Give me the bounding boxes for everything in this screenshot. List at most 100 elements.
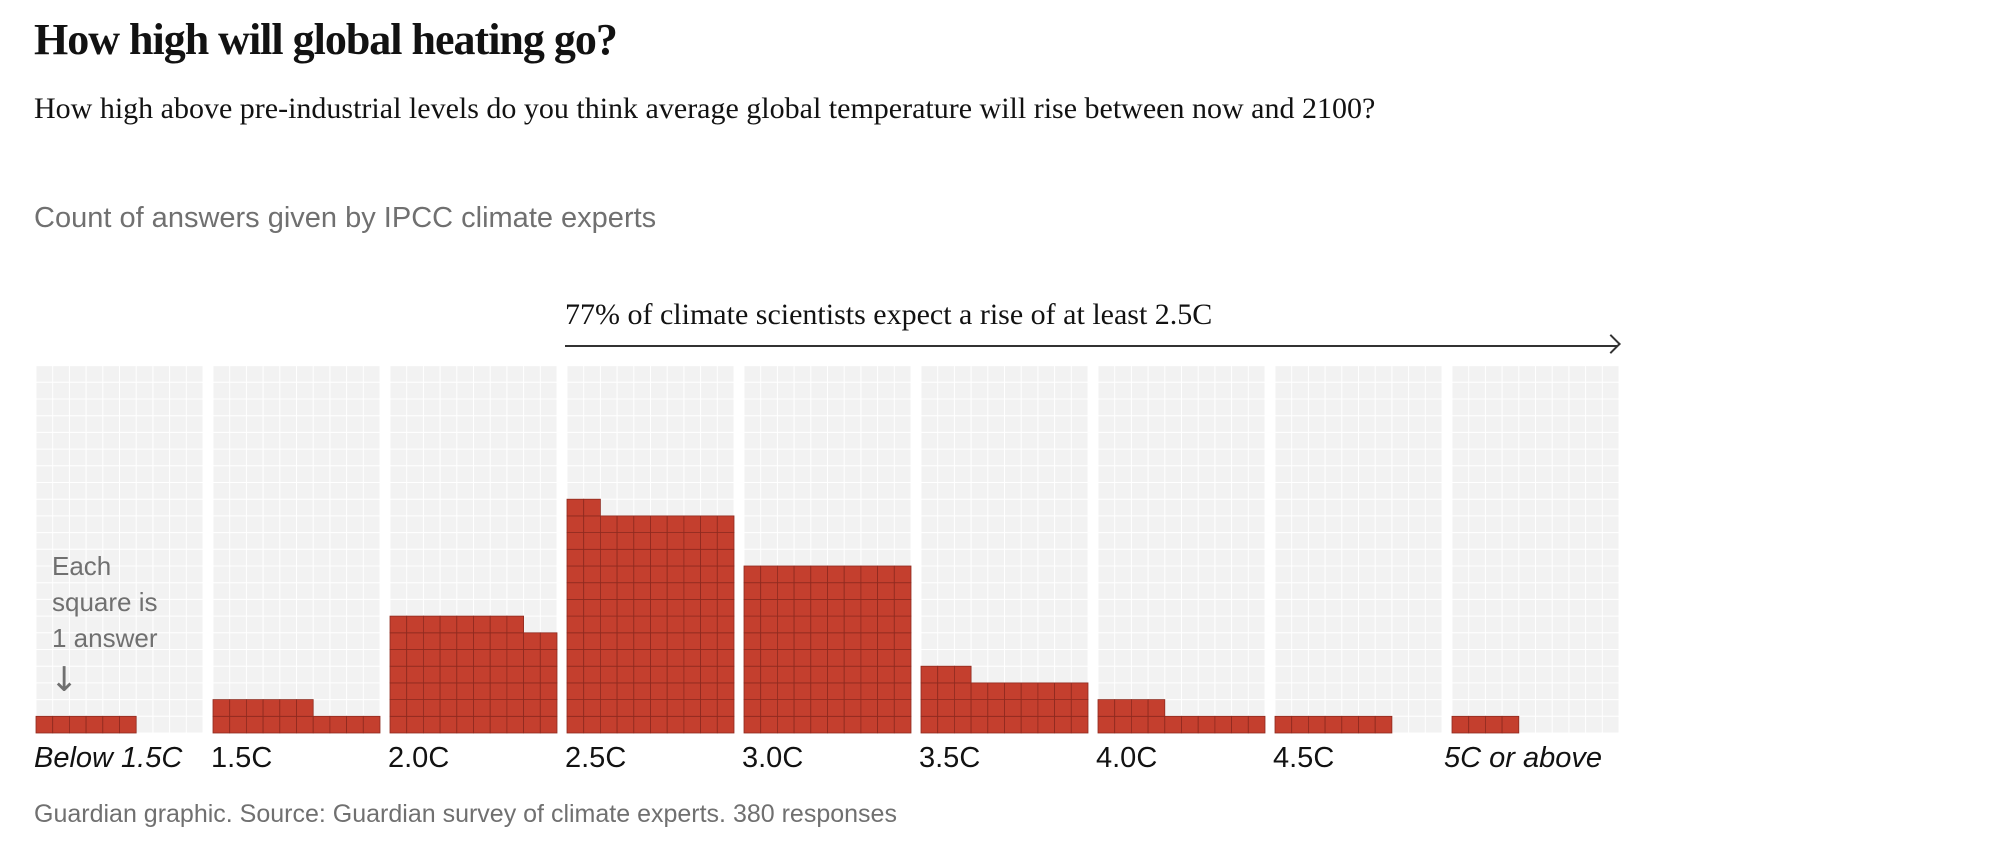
answer-square bbox=[1054, 699, 1072, 717]
answer-square bbox=[212, 699, 231, 717]
answer-square bbox=[760, 615, 778, 634]
answer-square bbox=[1374, 715, 1393, 734]
answer-square bbox=[777, 715, 795, 734]
answer-square bbox=[937, 699, 955, 717]
answer-square bbox=[600, 582, 618, 600]
category-label: 2.0C bbox=[388, 742, 450, 774]
answer-square bbox=[633, 515, 651, 534]
answer-square bbox=[683, 665, 702, 684]
answer-square bbox=[1037, 682, 1056, 701]
answer-square bbox=[616, 599, 635, 617]
answer-square bbox=[633, 682, 651, 701]
answer-square bbox=[650, 582, 668, 600]
answer-square bbox=[716, 699, 735, 717]
answer-square bbox=[877, 632, 895, 650]
answer-square bbox=[843, 599, 862, 617]
answer-square bbox=[389, 682, 408, 701]
answer-square bbox=[539, 665, 558, 684]
answer-square bbox=[810, 582, 828, 600]
answer-square bbox=[583, 699, 601, 717]
answer-square bbox=[650, 682, 668, 701]
answer-square bbox=[843, 615, 862, 634]
answer-square bbox=[422, 665, 441, 684]
answer-square bbox=[406, 632, 424, 650]
answer-square bbox=[760, 565, 778, 584]
answer-square bbox=[583, 498, 601, 517]
answer-square bbox=[893, 615, 912, 634]
answer-square bbox=[566, 515, 585, 534]
answer-square bbox=[566, 565, 585, 584]
answer-square bbox=[1451, 715, 1470, 734]
answer-square bbox=[793, 632, 812, 650]
answer-square bbox=[793, 682, 812, 701]
answer-square bbox=[566, 532, 585, 550]
answer-square bbox=[893, 665, 912, 684]
answer-square bbox=[810, 615, 828, 634]
answer-square bbox=[920, 699, 939, 717]
answer-square bbox=[937, 682, 955, 701]
answer-square bbox=[456, 699, 474, 717]
answer-square bbox=[893, 582, 912, 600]
answer-square bbox=[583, 582, 601, 600]
answer-square bbox=[716, 665, 735, 684]
answer-square bbox=[793, 582, 812, 600]
answer-square bbox=[456, 665, 474, 684]
answer-square bbox=[937, 715, 955, 734]
answer-square bbox=[793, 715, 812, 734]
answer-square bbox=[970, 699, 989, 717]
answer-square bbox=[296, 715, 314, 734]
answer-square bbox=[716, 565, 735, 584]
answer-square bbox=[583, 682, 601, 701]
answer-square bbox=[954, 682, 972, 701]
answer-square bbox=[1324, 715, 1343, 734]
answer-square bbox=[1037, 699, 1056, 717]
answer-square bbox=[523, 699, 541, 717]
key-line: 1 answer bbox=[52, 623, 158, 653]
answer-square bbox=[777, 615, 795, 634]
answer-square bbox=[893, 632, 912, 650]
answer-square bbox=[506, 699, 524, 717]
answer-square bbox=[583, 532, 601, 550]
answer-square bbox=[506, 715, 524, 734]
answer-square bbox=[85, 715, 104, 734]
answer-square bbox=[700, 699, 718, 717]
category-label: 1.5C bbox=[211, 742, 273, 774]
answer-square bbox=[843, 632, 862, 650]
answer-square bbox=[683, 632, 702, 650]
answer-square bbox=[843, 715, 862, 734]
answer-square bbox=[1197, 715, 1216, 734]
answer-square bbox=[743, 715, 762, 734]
answer-square bbox=[1070, 682, 1089, 701]
answer-square bbox=[760, 665, 778, 684]
answer-square bbox=[793, 699, 812, 717]
answer-square bbox=[583, 599, 601, 617]
answer-square bbox=[920, 682, 939, 701]
answer-square bbox=[650, 699, 668, 717]
answer-square bbox=[937, 665, 955, 684]
answer-square bbox=[506, 682, 524, 701]
answer-square bbox=[1070, 699, 1089, 717]
answer-square bbox=[650, 515, 668, 534]
category-label: Below 1.5C bbox=[34, 742, 183, 774]
answer-square bbox=[633, 548, 651, 567]
answer-square bbox=[877, 715, 895, 734]
answer-square bbox=[616, 548, 635, 567]
answer-square bbox=[389, 649, 408, 667]
answer-square bbox=[877, 582, 895, 600]
answer-square bbox=[700, 565, 718, 584]
answer-square bbox=[827, 565, 845, 584]
answer-square bbox=[523, 715, 541, 734]
answer-square bbox=[970, 682, 989, 701]
answer-square bbox=[666, 699, 685, 717]
answer-square bbox=[987, 715, 1005, 734]
answer-square bbox=[743, 665, 762, 684]
answer-square bbox=[1358, 715, 1376, 734]
answer-square bbox=[406, 682, 424, 701]
answer-square bbox=[666, 515, 685, 534]
arrow-down-icon: ↓ bbox=[50, 660, 79, 700]
answer-square bbox=[683, 649, 702, 667]
answer-square bbox=[633, 565, 651, 584]
chart-subhead: Count of answers given by IPCC climate e… bbox=[34, 202, 657, 234]
answer-square bbox=[422, 682, 441, 701]
answer-square bbox=[760, 699, 778, 717]
